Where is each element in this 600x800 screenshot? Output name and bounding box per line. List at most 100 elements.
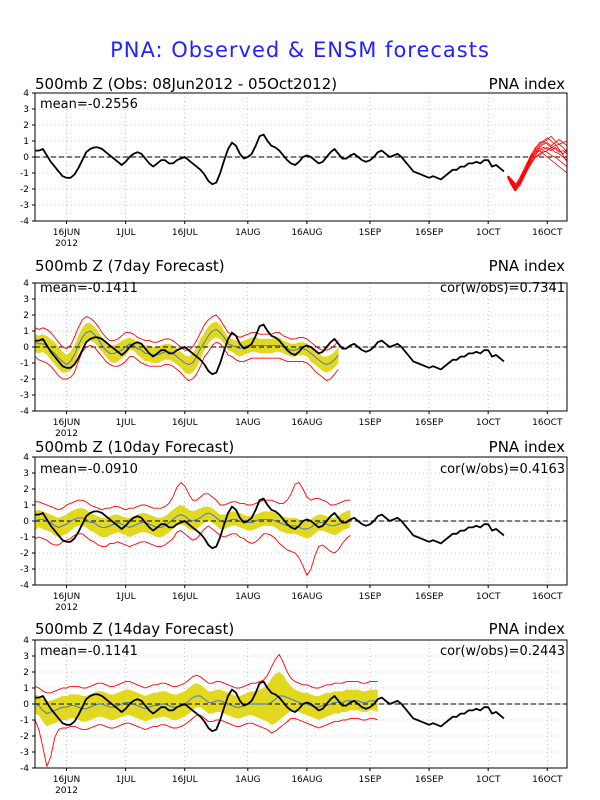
x-tick-label: 1OCT (476, 775, 501, 785)
x-tick-label: 1SEP (359, 228, 382, 238)
observed-line (35, 133, 505, 186)
index-label: PNA index (489, 620, 565, 638)
year-label: 2012 (55, 786, 78, 796)
ensemble-member-line (507, 150, 567, 188)
x-tick-label: 16JUN (53, 418, 80, 428)
y-tick-label: -1 (20, 533, 29, 543)
plot-area (35, 93, 567, 221)
x-tick-label: 16OCT (532, 775, 563, 785)
ensemble-mean-line (35, 328, 339, 366)
forecast-lower-line (35, 525, 351, 576)
y-tick-label: -1 (20, 359, 29, 369)
y-tick-label: -1 (20, 169, 29, 179)
correlation-label: cor(w/obs)=0.4163 (440, 462, 565, 477)
mean-label: mean=-0.0910 (40, 462, 138, 477)
x-tick-label: 1AUG (235, 228, 260, 238)
y-tick-label: 4 (23, 89, 29, 99)
x-tick-label: 16AUG (291, 775, 322, 785)
y-tick-label: 4 (23, 279, 29, 289)
x-tick-label: 16SEP (415, 775, 444, 785)
y-tick-label: 0 (23, 153, 29, 163)
y-tick-label: 4 (23, 453, 29, 463)
panel-7day-forecast: 500mb Z (7day Forecast) PNA index mean=-… (20, 257, 568, 439)
x-tick-label: 16JUN (53, 775, 80, 785)
spread-band (35, 672, 378, 727)
y-tick-label: -4 (20, 581, 29, 591)
forecast-lower-line (35, 341, 339, 382)
x-tick-label: 1SEP (359, 775, 382, 785)
y-tick-label: -1 (20, 716, 29, 726)
y-tick-label: 3 (23, 295, 29, 305)
x-tick-label: 1AUG (235, 418, 260, 428)
ensemble-member-line (507, 135, 567, 190)
x-tick-label: 16SEP (415, 592, 444, 602)
x-tick-label: 16AUG (291, 418, 322, 428)
index-label: PNA index (489, 257, 565, 275)
x-tick-label: 1AUG (235, 592, 260, 602)
panel-title: 500mb Z (Obs: 08Jun2012 - 05Oct2012) (35, 75, 337, 93)
x-tick-label: 16OCT (532, 228, 563, 238)
y-tick-label: 1 (23, 684, 29, 694)
ensemble-member-line (507, 150, 567, 192)
panel-title: 500mb Z (10day Forecast) (35, 438, 234, 456)
ensemble-mean-line (35, 695, 378, 715)
x-tick-label: 16SEP (415, 418, 444, 428)
ensemble-member-line (507, 138, 567, 188)
x-tick-label: 16JUL (172, 775, 198, 785)
plot-area (35, 640, 567, 768)
plot-area (35, 283, 567, 411)
correlation-label: cor(w/obs)=0.7341 (440, 281, 565, 296)
forecast-lower-line (35, 714, 378, 767)
forecast-upper-line (35, 653, 378, 694)
observed-line (35, 680, 505, 733)
panel-observed: 500mb Z (Obs: 08Jun2012 - 05Oct2012) PNA… (20, 75, 568, 249)
y-tick-label: 1 (23, 327, 29, 337)
panel-title: 500mb Z (7day Forecast) (35, 257, 225, 275)
y-tick-label: -3 (20, 201, 29, 211)
x-tick-label: 1OCT (476, 418, 501, 428)
ensemble-member-line (507, 146, 567, 190)
panel-10day-forecast: 500mb Z (10day Forecast) PNA index mean=… (20, 438, 568, 613)
index-label: PNA index (489, 438, 565, 456)
y-tick-label: -3 (20, 565, 29, 575)
y-tick-label: -2 (20, 732, 29, 742)
x-tick-label: 16OCT (532, 418, 563, 428)
mean-label: mean=-0.1411 (40, 281, 138, 296)
y-tick-label: 3 (23, 105, 29, 115)
forecast-upper-line (35, 482, 351, 511)
x-tick-label: 16AUG (291, 592, 322, 602)
y-tick-label: -4 (20, 217, 29, 227)
y-tick-label: -3 (20, 748, 29, 758)
ensemble-member-line (507, 137, 567, 188)
x-tick-label: 1JUL (116, 418, 136, 428)
y-tick-label: -4 (20, 764, 29, 774)
y-tick-label: 2 (23, 311, 29, 321)
x-tick-label: 1JUL (116, 775, 136, 785)
ensemble-member-line (507, 140, 567, 185)
y-tick-label: 4 (23, 636, 29, 646)
year-label: 2012 (55, 603, 78, 613)
x-tick-label: 16OCT (532, 592, 563, 602)
y-tick-label: 2 (23, 668, 29, 678)
x-tick-label: 16JUN (53, 592, 80, 602)
x-tick-label: 16JUL (172, 418, 198, 428)
y-tick-label: -4 (20, 407, 29, 417)
y-tick-label: 2 (23, 121, 29, 131)
x-tick-label: 16AUG (291, 228, 322, 238)
y-tick-label: 2 (23, 485, 29, 495)
x-tick-label: 1SEP (359, 592, 382, 602)
forecast-lead-line (506, 175, 517, 192)
y-tick-label: 1 (23, 137, 29, 147)
correlation-label: cor(w/obs)=0.2443 (440, 644, 565, 659)
y-tick-label: -2 (20, 375, 29, 385)
panel-title: 500mb Z (14day Forecast) (35, 620, 234, 638)
observed-line (35, 497, 505, 550)
panel-14day-forecast: 500mb Z (14day Forecast) PNA index mean=… (20, 620, 568, 796)
x-tick-label: 1OCT (476, 592, 501, 602)
ensemble-member-line (507, 146, 567, 187)
y-tick-label: 0 (23, 343, 29, 353)
year-label: 2012 (55, 239, 78, 249)
y-tick-label: 3 (23, 652, 29, 662)
y-tick-label: 0 (23, 700, 29, 710)
x-tick-label: 16JUN (53, 228, 80, 238)
